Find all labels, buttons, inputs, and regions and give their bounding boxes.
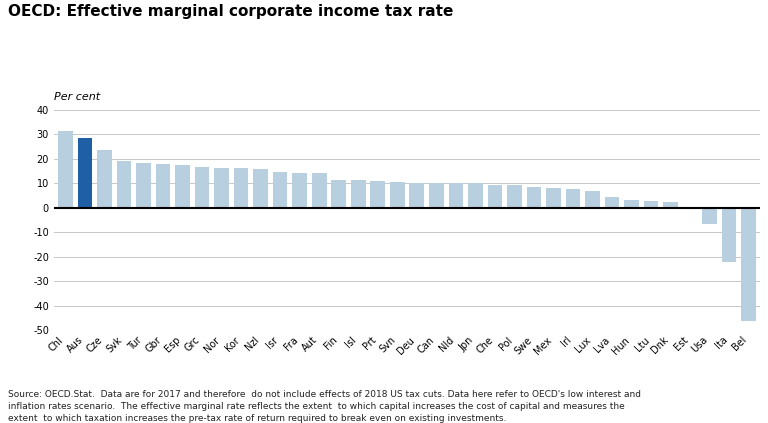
Bar — [214, 168, 229, 208]
Bar — [370, 181, 385, 208]
Bar — [351, 180, 366, 208]
Bar — [702, 208, 717, 224]
Bar — [565, 189, 581, 208]
Bar — [117, 161, 131, 208]
Bar — [507, 185, 521, 208]
Bar — [604, 197, 619, 208]
Bar — [195, 168, 210, 208]
Bar — [136, 162, 151, 208]
Text: Per cent: Per cent — [54, 91, 100, 102]
Bar — [175, 165, 190, 208]
Bar — [312, 173, 326, 208]
Bar — [585, 191, 600, 208]
Bar — [253, 169, 268, 208]
Bar — [390, 182, 405, 208]
Bar — [683, 207, 697, 208]
Text: OECD: Effective marginal corporate income tax rate: OECD: Effective marginal corporate incom… — [8, 4, 453, 19]
Bar — [624, 200, 639, 208]
Text: Source: OECD.Stat.  Data are for 2017 and therefore  do not include effects of 2: Source: OECD.Stat. Data are for 2017 and… — [8, 390, 641, 423]
Bar — [468, 183, 482, 208]
Bar — [449, 183, 463, 208]
Bar — [527, 187, 541, 208]
Bar — [98, 150, 112, 208]
Bar — [293, 173, 307, 208]
Bar — [58, 131, 73, 208]
Bar — [429, 183, 444, 208]
Bar — [664, 202, 678, 208]
Bar — [644, 201, 658, 208]
Bar — [722, 208, 737, 261]
Bar — [488, 184, 502, 208]
Bar — [546, 188, 561, 208]
Bar — [78, 138, 92, 208]
Bar — [233, 168, 249, 208]
Bar — [273, 172, 287, 208]
Bar — [156, 164, 170, 208]
Bar — [332, 180, 346, 208]
Bar — [741, 208, 756, 321]
Bar — [409, 183, 424, 208]
